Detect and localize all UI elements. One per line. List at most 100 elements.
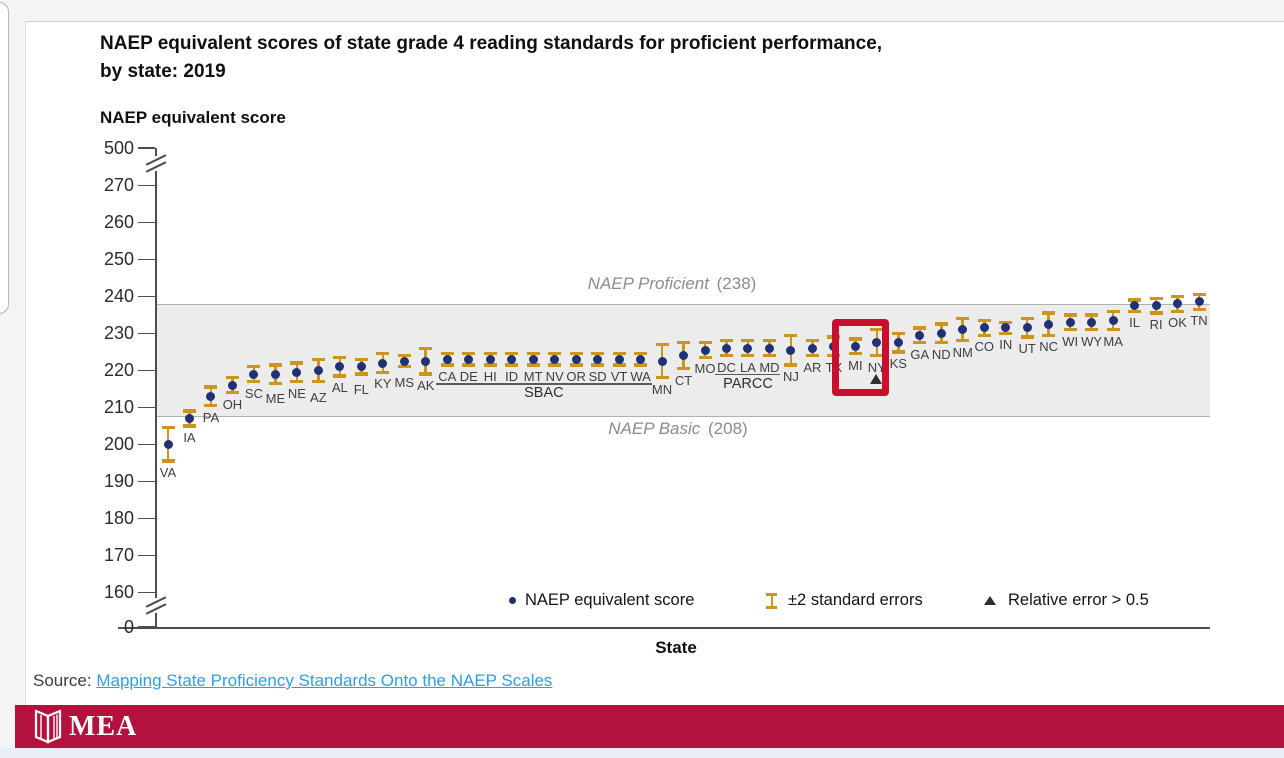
y-tick-label: 180 xyxy=(103,508,134,529)
state-label-KS: KS xyxy=(889,355,907,371)
error-bar-cap xyxy=(204,403,218,408)
naep-basic-value: (208) xyxy=(703,419,748,438)
state-dot-ME xyxy=(270,369,280,379)
error-bar-cap xyxy=(999,331,1013,336)
state-dot-NC xyxy=(1044,319,1054,329)
y-tick-label: 170 xyxy=(103,545,134,566)
legend-error-bar-icon xyxy=(766,593,777,609)
error-bar-cap xyxy=(956,339,970,343)
state-dot-NV xyxy=(550,354,560,364)
state-dot-OR xyxy=(571,354,581,364)
error-bar-cap xyxy=(784,363,798,367)
state-label-OH: OH xyxy=(222,396,243,412)
footer-bar: MEA xyxy=(15,705,1284,748)
y-tick xyxy=(138,147,155,149)
state-label-FL: FL xyxy=(353,382,369,398)
legend-label-se: ±2 standard errors xyxy=(788,591,923,609)
error-bar-cap xyxy=(440,363,454,367)
state-label-MS: MS xyxy=(394,374,415,390)
state-label-WY: WY xyxy=(1081,333,1103,349)
error-bar-cap xyxy=(505,363,519,367)
state-dot-NM xyxy=(958,325,968,335)
naep-proficient-text: NAEP Proficient xyxy=(587,274,709,293)
state-label-IL: IL xyxy=(1129,315,1141,331)
error-bar-cap xyxy=(1085,328,1099,332)
state-dot-NJ xyxy=(786,345,796,355)
error-bar-cap xyxy=(225,376,239,380)
state-dot-CO xyxy=(979,323,989,333)
state-dot-LA xyxy=(743,343,753,353)
state-label-AK: AK xyxy=(417,378,435,394)
error-bar-cap xyxy=(483,363,497,367)
x-axis-title: State xyxy=(655,638,697,657)
state-label-OR: OR xyxy=(566,368,586,384)
error-bar-cap xyxy=(677,340,691,345)
error-bar-cap xyxy=(784,333,798,337)
state-label-WI: WI xyxy=(1062,333,1079,349)
error-bar-cap xyxy=(977,333,991,337)
state-label-NJ: NJ xyxy=(782,368,799,384)
state-dot-NY xyxy=(872,338,882,348)
x-axis-line xyxy=(118,627,1210,629)
state-dot-VT xyxy=(614,354,624,364)
state-label-MN: MN xyxy=(651,381,673,397)
state-label-NM: NM xyxy=(952,344,973,360)
error-bar-cap xyxy=(569,363,583,367)
state-dot-WI xyxy=(1065,317,1075,327)
state-dot-MI xyxy=(850,341,860,351)
state-dot-WY xyxy=(1087,317,1097,327)
error-bar-cap xyxy=(311,357,325,361)
error-bar-cap xyxy=(505,352,519,356)
error-bar-cap xyxy=(182,409,196,413)
state-dot-OK xyxy=(1173,299,1183,309)
error-bar-cap xyxy=(891,331,905,336)
error-bar-cap xyxy=(805,353,819,358)
error-bar-cap xyxy=(612,352,626,356)
error-bar-cap xyxy=(956,316,970,321)
state-label-IA: IA xyxy=(183,429,196,445)
state-label-MI: MI xyxy=(848,357,863,373)
naep-basic-text: NAEP Basic xyxy=(608,419,701,438)
error-bar-cap xyxy=(677,366,691,371)
y-tick-label: 240 xyxy=(103,286,134,307)
error-bar-cap xyxy=(655,342,669,347)
error-bar-cap xyxy=(913,340,927,345)
error-bar-cap xyxy=(1149,311,1163,315)
y-tick-label: 260 xyxy=(103,212,134,233)
state-dot-MO xyxy=(700,345,710,355)
y-tick xyxy=(138,369,155,372)
error-bar-cap xyxy=(977,318,991,323)
state-dot-OH xyxy=(227,380,237,390)
state-dot-RI xyxy=(1151,301,1161,311)
state-dot-IL xyxy=(1130,301,1140,311)
error-bar-cap xyxy=(397,365,411,369)
state-label-RI: RI xyxy=(1149,317,1163,333)
error-bar-cap xyxy=(1085,313,1099,317)
error-bar-cap xyxy=(569,352,583,356)
error-bar-cap xyxy=(268,381,282,386)
y-tick-label: 160 xyxy=(103,582,134,603)
error-bar-cap xyxy=(719,353,733,358)
error-bar-cap xyxy=(1042,311,1056,315)
state-dot-MD xyxy=(764,343,774,353)
state-label-VT: VT xyxy=(610,368,628,384)
error-bar-cap xyxy=(634,363,648,367)
error-bar-cap xyxy=(247,379,261,384)
error-bar-cap xyxy=(805,339,819,343)
source-link[interactable]: Mapping State Proficiency Standards Onto… xyxy=(96,671,553,690)
group-label-PARCC: PARCC xyxy=(723,376,773,393)
error-bar-cap xyxy=(1128,298,1142,302)
y-tick-label: 250 xyxy=(103,249,134,270)
error-bar-cap xyxy=(376,352,390,356)
y-tick xyxy=(138,480,155,483)
y-tick xyxy=(138,517,155,520)
error-bar-cap xyxy=(1020,335,1034,339)
chart-title: NAEP equivalent scores of state grade 4 … xyxy=(100,30,882,86)
group-label-SBAC: SBAC xyxy=(524,385,564,402)
error-bar-cap xyxy=(311,379,325,384)
y-tick xyxy=(138,554,155,557)
legend-triangle-icon xyxy=(984,596,996,605)
error-bar-cap xyxy=(1063,328,1077,332)
state-dot-KS xyxy=(893,338,903,348)
state-label-MD: MD xyxy=(759,359,780,375)
